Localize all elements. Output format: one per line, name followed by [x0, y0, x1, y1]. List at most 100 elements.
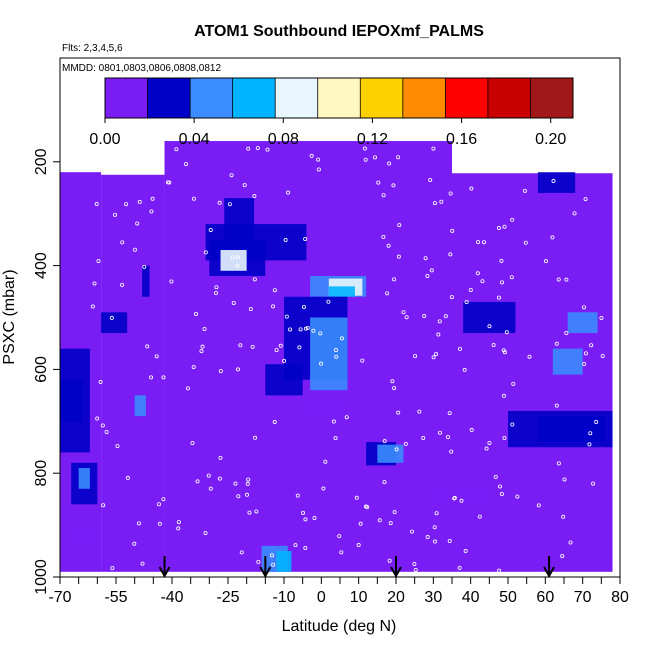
sample-point	[572, 211, 577, 216]
sample-point	[321, 486, 326, 491]
x-tick-label: -25	[216, 589, 239, 606]
sample-point	[434, 511, 439, 516]
sample-point	[242, 183, 247, 188]
colorbar-swatch	[317, 78, 361, 118]
sample-point	[544, 259, 549, 264]
sample-point	[447, 411, 452, 416]
sample-point	[284, 314, 289, 319]
y-tick-label: 200	[33, 148, 50, 175]
curtain-cell	[101, 312, 128, 334]
colorbar-swatch	[190, 78, 234, 118]
sample-point	[477, 514, 482, 519]
curtain-cell	[276, 551, 292, 572]
sample-point	[301, 510, 306, 515]
sample-point	[218, 455, 223, 460]
sample-point	[200, 344, 205, 349]
sample-point	[311, 328, 316, 333]
sample-point	[236, 494, 241, 499]
coverage-block	[101, 174, 165, 572]
curtain-cell	[433, 483, 490, 505]
sample-point	[600, 353, 605, 358]
colorbar-ticks: 0.00 0.04 0.08 0.12 0.16 0.20	[89, 118, 566, 148]
curtain-cell	[220, 250, 247, 271]
sample-points	[90, 146, 605, 573]
sample-point	[167, 180, 172, 185]
sample-point	[185, 386, 190, 391]
sample-point	[493, 474, 498, 479]
sample-point	[94, 202, 99, 207]
sample-point	[397, 223, 402, 228]
sample-point	[433, 539, 438, 544]
sample-point	[599, 315, 604, 320]
sample-point	[217, 200, 222, 205]
sample-point	[554, 403, 559, 408]
flight-marker-arrowhead	[543, 566, 555, 579]
sample-point	[523, 240, 528, 245]
sample-point	[161, 375, 166, 380]
curtain-cell	[567, 312, 598, 334]
sample-point	[448, 191, 453, 196]
flights-note: Flts: 2,3,4,5,6	[62, 43, 123, 54]
sample-point	[194, 311, 199, 316]
sample-point	[339, 550, 344, 555]
sample-point	[137, 199, 142, 204]
sample-point	[425, 273, 430, 278]
sample-point	[331, 419, 336, 424]
sample-point	[295, 493, 300, 498]
sample-point	[319, 361, 324, 366]
colorbar-tick-label: 0.00	[89, 131, 120, 148]
sample-point	[309, 153, 314, 158]
sample-point	[142, 264, 147, 269]
x-tick-label: -70	[48, 589, 71, 606]
sample-point	[449, 449, 454, 454]
sample-point	[272, 420, 277, 425]
sample-point	[150, 196, 155, 201]
sample-point	[510, 217, 515, 222]
x-tick-label: 80	[611, 589, 629, 606]
sample-point	[95, 416, 100, 421]
sample-point	[500, 280, 505, 285]
sample-point	[208, 486, 213, 491]
sample-point	[316, 157, 321, 162]
sample-point	[132, 541, 137, 546]
sample-point	[396, 155, 401, 160]
sample-point	[293, 543, 298, 548]
sample-point	[377, 518, 382, 523]
sample-point	[385, 291, 390, 296]
colorbar-swatch	[530, 78, 574, 118]
sample-point	[480, 279, 485, 284]
sample-point	[556, 277, 561, 282]
sample-point	[149, 375, 154, 380]
sample-point	[392, 277, 397, 282]
curtain-cell	[142, 265, 150, 297]
sample-point	[376, 180, 381, 185]
sample-point	[125, 475, 130, 480]
sample-point	[447, 538, 452, 543]
coverage-block	[452, 173, 613, 572]
sample-point	[365, 505, 370, 510]
colorbar-swatch	[487, 78, 531, 118]
sample-point	[437, 319, 442, 324]
flight-markers	[158, 556, 555, 579]
sample-point	[551, 179, 556, 184]
sample-point	[392, 386, 397, 391]
curtain-cell	[60, 379, 83, 422]
sample-point	[274, 348, 279, 353]
sample-point	[452, 495, 457, 500]
x-tick-label: -10	[272, 589, 295, 606]
sample-point	[101, 503, 106, 508]
sample-point	[156, 502, 161, 507]
sample-point	[323, 459, 328, 464]
sample-point	[165, 180, 170, 185]
sample-point	[256, 559, 261, 564]
y-axis: 200 400 600 800 1000	[33, 148, 60, 595]
x-tick-label: 0	[317, 589, 326, 606]
sample-point	[231, 300, 236, 305]
sample-point	[157, 521, 162, 526]
sample-point	[436, 332, 441, 337]
y-tick-label: 800	[33, 460, 50, 487]
curtain-background	[60, 141, 613, 572]
sample-point	[396, 410, 401, 415]
curtain-cell	[302, 400, 344, 422]
sample-point	[208, 227, 213, 232]
